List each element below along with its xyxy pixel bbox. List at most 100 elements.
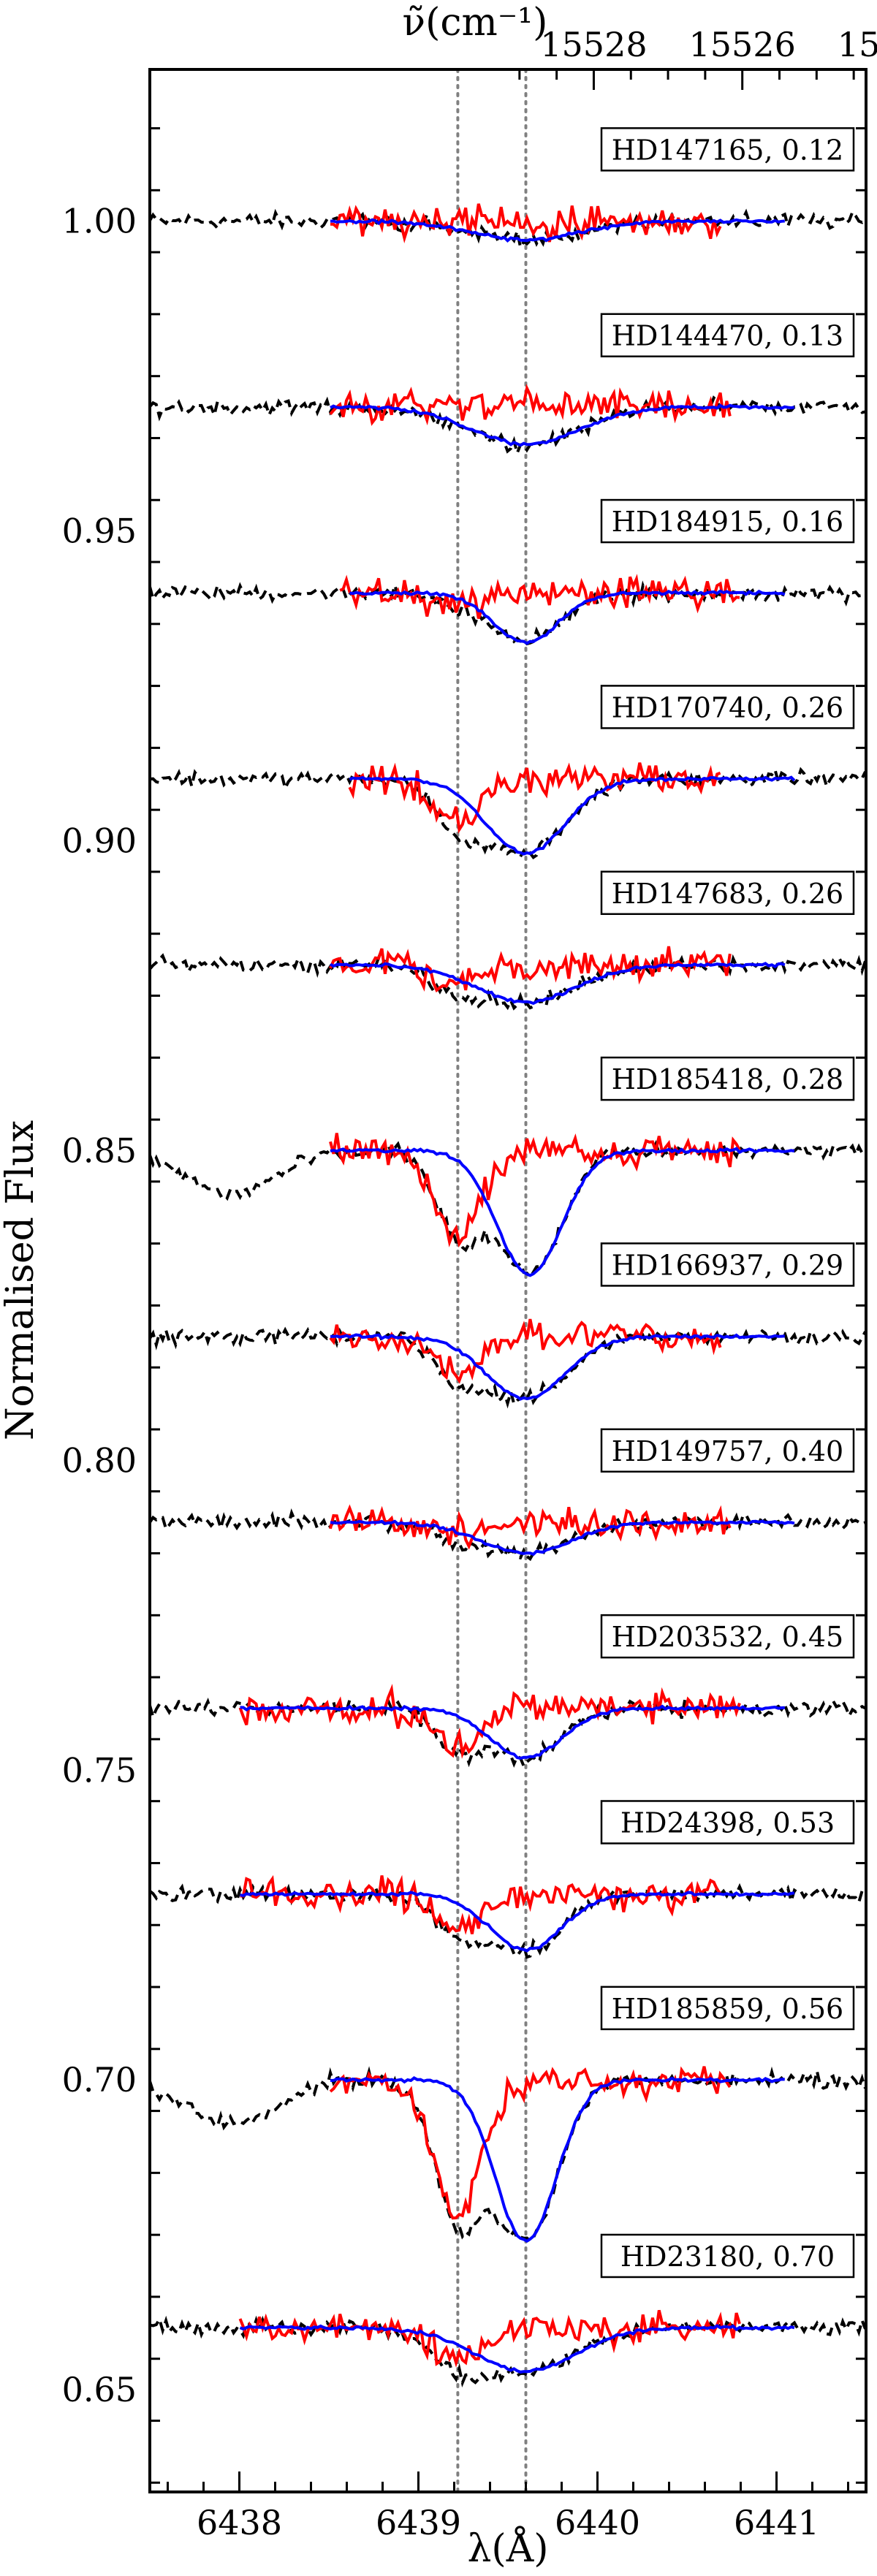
series-label-10: HD24398, 0.53 [600,1800,855,1844]
y-axis-title: Normalised Flux [0,1120,42,1440]
residual-spectrum-line [329,1133,741,1248]
series-label-8: HD149757, 0.40 [600,1428,855,1473]
series-12 [149,2309,867,2388]
series-label-box [600,127,855,172]
series-label-box [600,1614,855,1659]
model-spectrum-line [330,962,786,1006]
series-label-12: HD23180, 0.70 [600,2233,855,2279]
x-tick-label: 6439 [376,2503,461,2542]
series-label-text: HD23180, 0.70 [620,2241,835,2273]
series-label-11: HD185859, 0.56 [600,1986,855,2031]
model-spectrum-line [330,1147,795,1277]
series-group [148,203,867,2388]
tick-labels: 6438643964406441155281552615524155220.65… [62,25,877,2542]
observed-spectrum-line [148,951,867,1011]
series-label-text: HD147683, 0.26 [612,878,843,910]
annotation-group: HD147165, 0.12 HD144470, 0.13 HD184915, 0.… [600,127,855,2279]
model-spectrum-line [349,775,796,856]
y-tick-label: 0.65 [62,2370,137,2409]
y-tick-label: 0.80 [62,1440,137,1480]
observed-spectrum-line [148,1325,867,1409]
y-tick-label: 0.95 [62,512,137,551]
residual-spectrum-line [329,1318,722,1384]
model-spectrum-line [330,218,785,243]
series-label-box [600,1428,855,1473]
x-tick-label: 6440 [555,2503,640,2542]
series-label-box [600,1242,855,1287]
residual-spectrum-line [348,762,721,834]
series-7 [148,1318,867,1409]
y-tick-label: 0.75 [62,1750,137,1790]
series-label-box [600,1056,855,1101]
series-label-5: HD147683, 0.26 [600,870,855,916]
model-spectrum-line [240,1704,785,1760]
model-spectrum-line [240,1891,795,1953]
y-tick-label: 0.70 [62,2060,137,2100]
series-label-text: HD185418, 0.28 [612,1063,843,1095]
observed-spectrum-line [148,1696,866,1769]
series-label-6: HD185418, 0.28 [600,1056,855,1101]
series-label-text: HD149757, 0.40 [612,1435,843,1467]
model-spectrum-line [349,589,786,645]
model-spectrum-line [330,2075,785,2243]
series-label-box [600,685,855,729]
plot-frame [148,68,867,2493]
series-label-text: HD170740, 0.26 [612,691,843,723]
x-tick-label: 6441 [734,2503,819,2542]
series-8 [148,1504,866,1562]
series-label-text: HD147165, 0.12 [612,134,843,166]
axis-ticks [150,69,866,2492]
x-axis-title: λ(Å) [467,2526,548,2571]
x-tick-label: 6438 [197,2503,282,2542]
residual-spectrum-line [238,1684,741,1759]
series-2 [148,384,866,458]
series-label-4: HD170740, 0.26 [600,685,855,729]
model-spectrum-line [330,1519,795,1557]
series-label-text: HD185859, 0.56 [612,1993,843,2025]
residual-spectrum-line [339,574,740,620]
series-11 [148,2066,867,2243]
model-spectrum-line [330,1333,785,1401]
y-tick-label: 0.90 [62,821,137,861]
y-tick-label: 1.00 [62,202,137,241]
series-label-9: HD203532, 0.45 [600,1614,855,1659]
series-10 [148,1874,867,1959]
residual-spectrum-line [329,2066,732,2220]
observed-spectrum-line [148,208,867,251]
residual-spectrum-line [240,1874,722,1935]
series-label-box [600,313,855,357]
series-label-7: HD166937, 0.29 [600,1242,855,1287]
top-axis-title: ν̃(cm⁻¹) [403,1,548,45]
model-spectrum-line [330,403,795,447]
series-label-3: HD184915, 0.16 [600,498,855,544]
observed-spectrum-line [149,766,867,860]
series-9 [148,1684,866,1769]
series-3 [148,574,866,646]
series-label-2: HD144470, 0.13 [600,313,855,357]
series-label-box [600,1800,855,1844]
series-label-1: HD147165, 0.12 [600,127,855,172]
series-label-text: HD166937, 0.29 [612,1249,843,1281]
observed-spectrum-line [148,395,866,458]
series-label-text: HD24398, 0.53 [620,1806,835,1839]
model-spectrum-line [239,2324,795,2374]
series-4 [149,762,867,860]
series-label-text: HD203532, 0.45 [612,1621,843,1653]
observed-spectrum-line [148,1508,866,1562]
top-tick-label: 15528 [540,25,647,64]
series-5 [148,946,867,1011]
series-label-box [600,498,855,544]
residual-spectrum-line [329,384,732,426]
series-6 [148,1133,867,1280]
series-label-box [600,2233,855,2279]
residual-spectrum-line [238,2309,741,2368]
top-tick-label: 15524 [838,25,877,64]
residual-spectrum-line [329,946,732,993]
series-label-box [600,1986,855,2031]
series-1 [148,203,867,251]
series-label-text: HD144470, 0.13 [612,320,843,352]
series-label-box [600,870,855,916]
top-tick-label: 15526 [689,25,796,64]
series-label-text: HD184915, 0.16 [612,506,843,538]
